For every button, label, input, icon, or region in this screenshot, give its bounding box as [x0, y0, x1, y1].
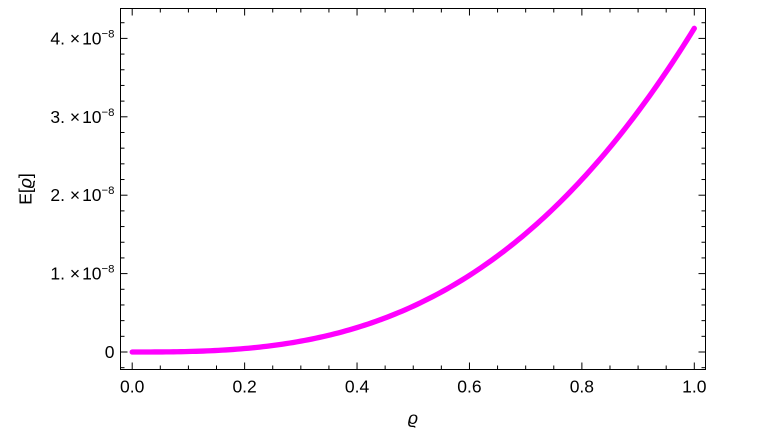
svg-text:4. ×10−8: 4. × 10−8: [50, 28, 114, 48]
svg-text:0.6: 0.6: [457, 376, 481, 396]
svg-text:0.2: 0.2: [232, 376, 256, 396]
svg-text:0.4: 0.4: [345, 376, 370, 396]
svg-text:1.0: 1.0: [682, 376, 707, 396]
svg-text:3. ×10−8: 3. × 10−8: [50, 107, 114, 127]
svg-text:0.0: 0.0: [120, 376, 145, 396]
svg-text:E[ϱ]: E[ϱ]: [16, 173, 36, 205]
svg-text:0.8: 0.8: [570, 376, 594, 396]
svg-text:2. ×10−8: 2. × 10−8: [50, 185, 114, 205]
svg-text:0: 0: [105, 342, 115, 362]
svg-text:ϱ: ϱ: [408, 408, 418, 428]
svg-text:1. ×10−8: 1. × 10−8: [50, 264, 114, 284]
